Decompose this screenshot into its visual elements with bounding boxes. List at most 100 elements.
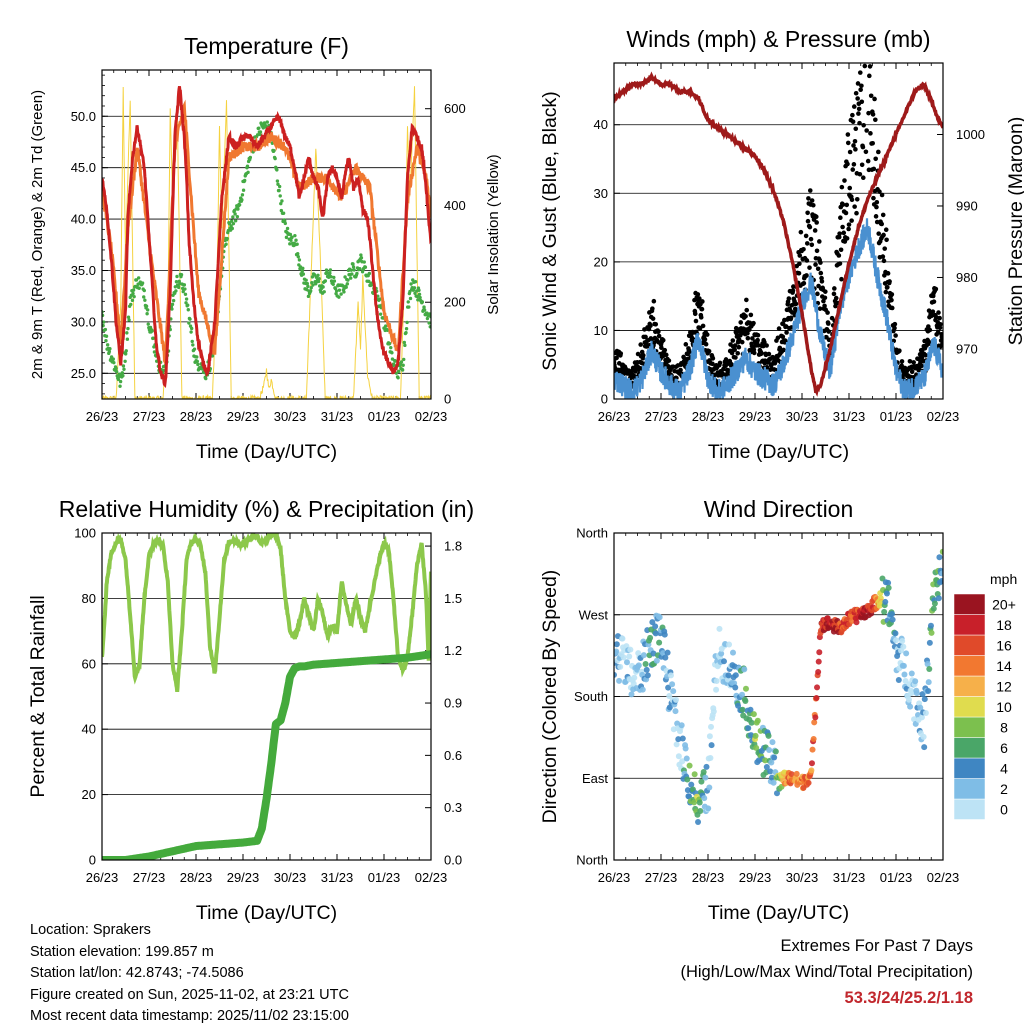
gust-point (807, 265, 812, 270)
direction-point (809, 746, 816, 753)
dewpoint-point (427, 321, 431, 325)
gust-point (881, 258, 887, 264)
direction-point (708, 723, 715, 730)
direction-point (662, 654, 669, 661)
data-layer (614, 548, 943, 826)
dewpoint-point (246, 170, 250, 175)
y2-tick-label: 400 (444, 198, 466, 213)
direction-point (939, 548, 943, 555)
gust-point (780, 334, 786, 340)
dewpoint-point (273, 156, 277, 161)
dewpoint-point (123, 359, 127, 363)
direction-point (701, 795, 708, 802)
gust-point (666, 358, 672, 363)
gust-point (873, 117, 878, 123)
direction-point (930, 605, 937, 612)
dewpoint-point (279, 201, 283, 206)
y-axis-label: Percent & Total Rainfall (27, 595, 49, 797)
dewpoint-point (187, 321, 191, 325)
dewpoint-point (407, 305, 411, 309)
dewpoint-point (378, 312, 383, 316)
plot-area (614, 548, 943, 826)
direction-point (925, 679, 932, 686)
x-tick-label: 29/23 (227, 409, 260, 424)
dewpoint-point (114, 370, 119, 374)
direction-point (707, 755, 714, 762)
dewpoint-point (144, 304, 149, 308)
dewpoint-point (328, 268, 333, 272)
dewpoint-point (240, 198, 244, 202)
series-direction (614, 548, 943, 826)
gust-point (653, 322, 659, 327)
plot-frame (613, 532, 944, 861)
gust-point (814, 220, 819, 225)
direction-point (883, 590, 890, 597)
y-ticks: North East South West North (574, 526, 620, 868)
gust-point (855, 96, 860, 101)
direction-point (889, 611, 896, 618)
direction-point (706, 784, 713, 791)
panel-temperature: Temperature (F) Time (Day/UTC) 2m & 9m T (… (29, 33, 502, 463)
dewpoint-point (183, 292, 188, 297)
direction-point (895, 676, 902, 683)
gust-point (704, 332, 710, 337)
x-tick-label: 02/23 (415, 409, 448, 424)
gust-point (803, 233, 809, 239)
gust-point (926, 308, 932, 313)
direction-point (771, 754, 778, 761)
y-tick-label: 80 (82, 591, 96, 606)
gust-point (663, 352, 669, 358)
dewpoint-point (389, 345, 393, 350)
gust-point (854, 196, 860, 202)
gust-point (838, 215, 843, 221)
gust-point (867, 73, 872, 79)
gust-point (869, 57, 874, 62)
gust-point (889, 297, 894, 303)
gust-point (755, 337, 760, 343)
dewpoint-point (186, 308, 190, 312)
dewpoint-point (277, 184, 282, 189)
colorbar-swatch (953, 655, 986, 677)
gust-point (764, 343, 769, 348)
gust-point (849, 197, 855, 203)
dewpoint-point (233, 219, 238, 223)
direction-point (922, 709, 929, 716)
panel-direction: Wind Direction Time (Day/UTC) Direction (C… (539, 496, 1017, 924)
dewpoint-point (237, 203, 242, 207)
gust-point (840, 202, 846, 207)
gust-point (730, 338, 736, 343)
dewpoint-point (137, 286, 141, 290)
x-tick-label: 29/23 (227, 870, 260, 885)
direction-point (726, 641, 733, 648)
gust-point (717, 360, 723, 366)
gust-point (806, 196, 811, 201)
gust-point (751, 350, 757, 356)
dewpoint-point (107, 349, 112, 354)
gust-point (801, 246, 806, 252)
series-2m-temperature (102, 85, 431, 389)
gust-point (889, 305, 895, 311)
gust-point (786, 296, 792, 301)
x-axis-label: Time (Day/UTC) (708, 902, 849, 924)
dewpoint-point (422, 308, 427, 312)
direction-point (745, 725, 752, 732)
y-tick-label: East (582, 771, 608, 786)
dewpoint-point (140, 281, 145, 285)
gust-point (856, 106, 862, 112)
dewpoint-point (308, 289, 313, 293)
x-tick-label: 27/23 (133, 409, 166, 424)
gust-point (756, 343, 761, 348)
gust-point (841, 230, 847, 236)
gust-point (797, 261, 802, 267)
direction-point (747, 706, 754, 713)
dewpoint-point (396, 376, 400, 380)
gust-point (862, 63, 868, 69)
gust-point (660, 337, 666, 343)
direction-point (679, 758, 686, 765)
dewpoint-point (290, 235, 294, 239)
direction-point (691, 771, 698, 778)
gust-point (887, 279, 892, 284)
gridlines (102, 598, 431, 795)
dewpoint-point (236, 207, 240, 211)
gust-point (853, 90, 859, 96)
